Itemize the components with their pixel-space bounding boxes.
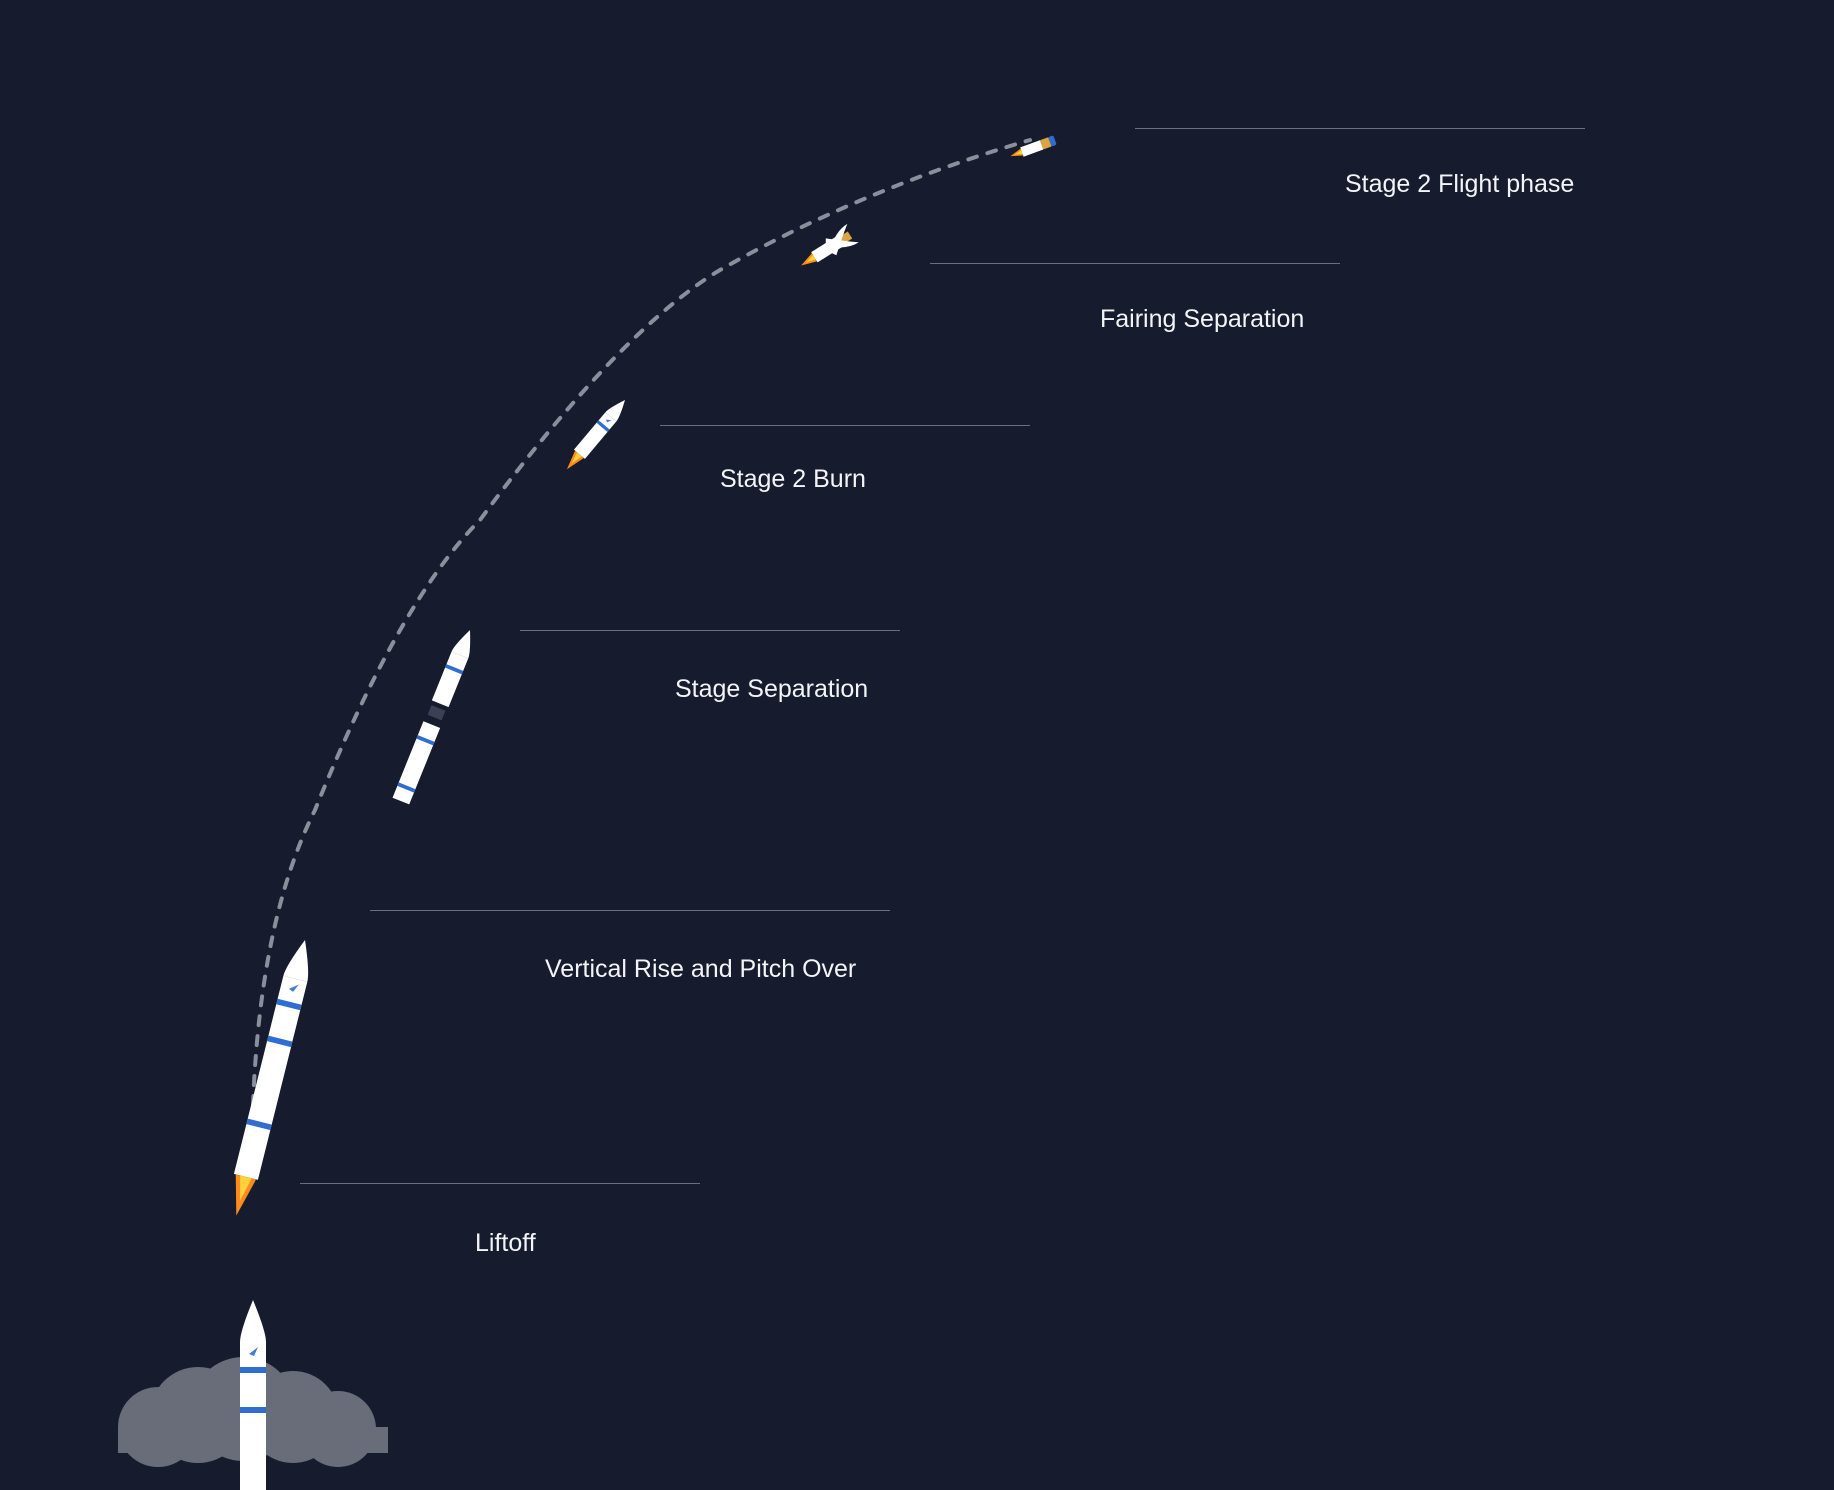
fairing-separation-label: Fairing Separation <box>1100 305 1304 334</box>
pitch-over-label: Vertical Rise and Pitch Over <box>545 955 856 984</box>
stage2-burn-rule <box>660 425 1030 426</box>
pitch-over-rule <box>370 910 890 911</box>
stage2-flight-label: Stage 2 Flight phase <box>1345 170 1574 199</box>
launch-trajectory-diagram: Liftoff Vertical Rise and Pitch Over Stage… <box>0 0 1834 1490</box>
liftoff-label: Liftoff <box>475 1229 536 1258</box>
stage-separation-label: Stage Separation <box>675 675 868 704</box>
stage2-flight-rule <box>1135 128 1585 129</box>
stage2-burn-label: Stage 2 Burn <box>720 465 866 494</box>
liftoff-rocket-icon <box>73 1280 433 1490</box>
